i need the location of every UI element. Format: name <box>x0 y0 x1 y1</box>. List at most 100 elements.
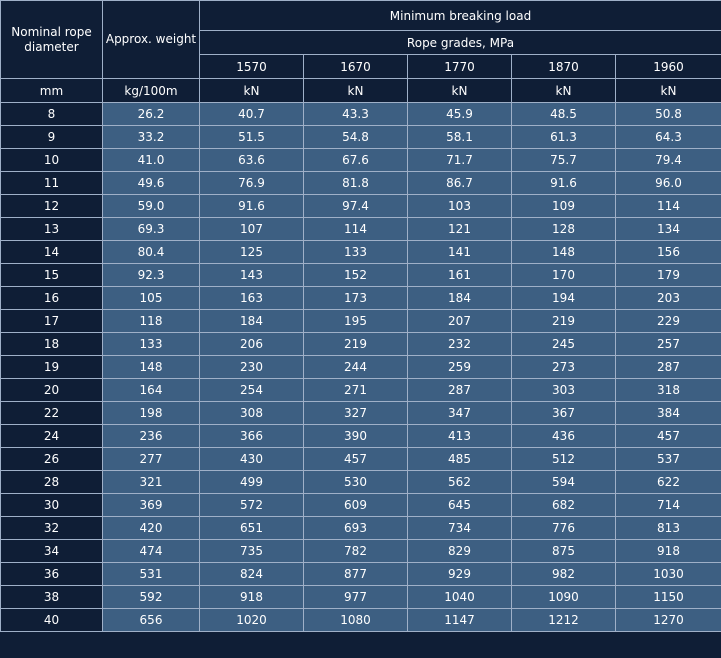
table-row: 10 41.0 63.6 67.6 71.7 75.7 79.4 <box>0 148 721 172</box>
breaking-load-cell: 1090 <box>511 585 616 609</box>
breaking-load-cell: 232 <box>407 332 512 356</box>
breaking-load-cell: 170 <box>511 263 616 287</box>
header-approx-weight: Approx. weight <box>102 0 200 79</box>
weight-cell: 277 <box>102 447 200 471</box>
breaking-load-cell: 390 <box>303 424 408 448</box>
breaking-load-cell: 91.6 <box>511 171 616 195</box>
header-grade: 1870 <box>511 54 616 79</box>
breaking-load-cell: 609 <box>303 493 408 517</box>
weight-cell: 41.0 <box>102 148 200 172</box>
breaking-load-cell: 97.4 <box>303 194 408 218</box>
breaking-load-cell: 96.0 <box>615 171 721 195</box>
unit-cell: kN <box>303 78 408 103</box>
weight-cell: 236 <box>102 424 200 448</box>
table-row: 20 164 254 271 287 303 318 <box>0 378 721 402</box>
breaking-load-cell: 977 <box>303 585 408 609</box>
breaking-load-cell: 273 <box>511 355 616 379</box>
diameter-cell: 18 <box>0 332 103 356</box>
diameter-cell: 16 <box>0 286 103 310</box>
breaking-load-cell: 76.9 <box>199 171 304 195</box>
diameter-cell: 19 <box>0 355 103 379</box>
table-header: Nominal rope diameter Approx. weight Min… <box>0 0 721 103</box>
breaking-load-cell: 918 <box>615 539 721 563</box>
diameter-cell: 11 <box>0 171 103 195</box>
breaking-load-cell: 152 <box>303 263 408 287</box>
unit-cell: kN <box>199 78 304 103</box>
breaking-load-cell: 735 <box>199 539 304 563</box>
breaking-load-cell: 714 <box>615 493 721 517</box>
breaking-load-cell: 594 <box>511 470 616 494</box>
breaking-load-cell: 271 <box>303 378 408 402</box>
diameter-cell: 8 <box>0 102 103 126</box>
weight-cell: 49.6 <box>102 171 200 195</box>
table-row: 24 236 366 390 413 436 457 <box>0 424 721 448</box>
breaking-load-cell: 813 <box>615 516 721 540</box>
breaking-load-cell: 163 <box>199 286 304 310</box>
table-row: 12 59.0 91.6 97.4 103 109 114 <box>0 194 721 218</box>
breaking-load-cell: 230 <box>199 355 304 379</box>
table-row: 16 105 163 173 184 194 203 <box>0 286 721 310</box>
weight-cell: 531 <box>102 562 200 586</box>
header-grade: 1770 <box>407 54 512 79</box>
weight-cell: 164 <box>102 378 200 402</box>
breaking-load-cell: 148 <box>511 240 616 264</box>
table-row: 34 474 735 782 829 875 918 <box>0 539 721 563</box>
breaking-load-cell: 1150 <box>615 585 721 609</box>
diameter-cell: 20 <box>0 378 103 402</box>
breaking-load-cell: 109 <box>511 194 616 218</box>
breaking-load-cell: 79.4 <box>615 148 721 172</box>
breaking-load-cell: 367 <box>511 401 616 425</box>
breaking-load-cell: 1212 <box>511 608 616 632</box>
breaking-load-cell: 259 <box>407 355 512 379</box>
breaking-load-cell: 682 <box>511 493 616 517</box>
breaking-load-cell: 40.7 <box>199 102 304 126</box>
breaking-load-cell: 254 <box>199 378 304 402</box>
header-grade: 1570 <box>199 54 304 79</box>
diameter-cell: 30 <box>0 493 103 517</box>
table-row: 38 592 918 977 1040 1090 1150 <box>0 585 721 609</box>
breaking-load-cell: 184 <box>407 286 512 310</box>
breaking-load-cell: 384 <box>615 401 721 425</box>
breaking-load-cell: 829 <box>407 539 512 563</box>
table-row: 32 420 651 693 734 776 813 <box>0 516 721 540</box>
breaking-load-cell: 61.3 <box>511 125 616 149</box>
table-row: 28 321 499 530 562 594 622 <box>0 470 721 494</box>
table-row: 14 80.4 125 133 141 148 156 <box>0 240 721 264</box>
diameter-cell: 34 <box>0 539 103 563</box>
weight-cell: 118 <box>102 309 200 333</box>
breaking-load-cell: 114 <box>615 194 721 218</box>
breaking-load-cell: 203 <box>615 286 721 310</box>
breaking-load-cell: 121 <box>407 217 512 241</box>
breaking-load-cell: 128 <box>511 217 616 241</box>
breaking-load-cell: 929 <box>407 562 512 586</box>
breaking-load-cell: 430 <box>199 447 304 471</box>
breaking-load-cell: 782 <box>303 539 408 563</box>
breaking-load-cell: 499 <box>199 470 304 494</box>
breaking-load-cell: 143 <box>199 263 304 287</box>
weight-cell: 420 <box>102 516 200 540</box>
breaking-load-cell: 651 <box>199 516 304 540</box>
breaking-load-cell: 327 <box>303 401 408 425</box>
diameter-cell: 28 <box>0 470 103 494</box>
unit-cell: mm <box>0 78 103 103</box>
breaking-load-cell: 734 <box>407 516 512 540</box>
header-grade: 1670 <box>303 54 408 79</box>
diameter-cell: 32 <box>0 516 103 540</box>
rope-breaking-load-table: Nominal rope diameter Approx. weight Min… <box>0 0 721 632</box>
breaking-load-cell: 134 <box>615 217 721 241</box>
breaking-load-cell: 512 <box>511 447 616 471</box>
breaking-load-cell: 693 <box>303 516 408 540</box>
breaking-load-cell: 103 <box>407 194 512 218</box>
table-row: 13 69.3 107 114 121 128 134 <box>0 217 721 241</box>
diameter-cell: 14 <box>0 240 103 264</box>
breaking-load-cell: 58.1 <box>407 125 512 149</box>
weight-cell: 59.0 <box>102 194 200 218</box>
diameter-cell: 22 <box>0 401 103 425</box>
weight-cell: 80.4 <box>102 240 200 264</box>
breaking-load-cell: 537 <box>615 447 721 471</box>
diameter-cell: 38 <box>0 585 103 609</box>
table-body: 8 26.2 40.7 43.3 45.9 48.5 50.8 9 33.2 51.5 54.8 58… <box>0 102 721 632</box>
breaking-load-cell: 63.6 <box>199 148 304 172</box>
breaking-load-cell: 303 <box>511 378 616 402</box>
